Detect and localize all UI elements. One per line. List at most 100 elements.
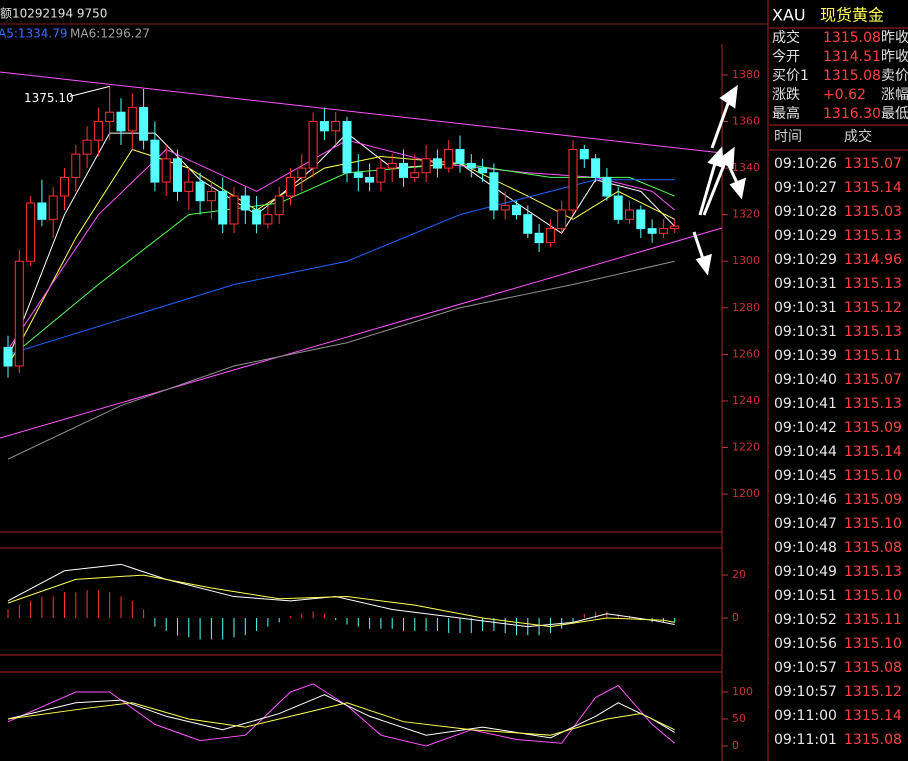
macd-line	[7, 574, 675, 628]
tick-price: 1315.14	[844, 444, 902, 460]
tick-time: 09:10:39	[774, 348, 837, 364]
tick-price: 1315.10	[844, 468, 902, 484]
candle-body	[161, 158, 171, 183]
candle-body	[557, 209, 567, 230]
kdj-line	[7, 702, 675, 736]
candle-body	[184, 181, 194, 192]
tick-time: 09:10:47	[774, 516, 837, 532]
trendline	[0, 71, 723, 154]
candle-body	[127, 107, 137, 132]
tick-price: 1315.09	[844, 420, 902, 436]
quote-extra: 昨收	[881, 30, 908, 46]
candle-body	[342, 121, 352, 174]
candle-body	[534, 232, 544, 244]
y-tick-label: 50	[732, 712, 746, 725]
tick-price: 1315.12	[844, 684, 902, 700]
y-tick-label: 100	[732, 685, 753, 698]
quote-value: 1315.08	[823, 30, 881, 46]
candle-body	[26, 202, 36, 262]
y-tick-label: 1260	[732, 347, 760, 360]
tick-time: 09:10:48	[774, 540, 837, 556]
quote-extra: 最低	[881, 106, 908, 122]
candle-body	[218, 190, 228, 225]
y-tick-label: 1240	[732, 394, 760, 407]
quote-label: 最高	[772, 105, 800, 122]
quote-extra: 涨幅	[881, 87, 908, 103]
tick-price: 1315.08	[844, 540, 902, 556]
quote-value: 1314.51	[823, 49, 881, 65]
tick-time: 09:10:57	[774, 684, 837, 700]
candle-body	[274, 195, 284, 216]
candle-body	[579, 148, 589, 160]
tick-time: 09:11:00	[774, 708, 837, 724]
tick-time: 09:10:57	[774, 660, 837, 676]
tick-price: 1314.96	[844, 252, 902, 268]
candle-body	[105, 111, 115, 123]
tick-price: 1315.11	[844, 612, 902, 628]
tick-price: 1315.07	[844, 156, 902, 172]
candle-body	[331, 121, 341, 132]
candle-body	[252, 209, 262, 225]
tick-price: 1315.12	[844, 300, 902, 316]
candle-body	[432, 158, 442, 169]
candle-body	[591, 158, 601, 178]
candle-body	[613, 195, 623, 220]
tick-price: 1315.10	[844, 636, 902, 652]
candle-body	[602, 176, 612, 197]
y-tick-label: 1220	[732, 440, 760, 453]
tick-time: 09:10:31	[774, 300, 837, 316]
quote-label: 成交	[772, 29, 800, 46]
candle-body	[365, 176, 375, 183]
kdj-line	[7, 694, 675, 739]
quote-value: +0.62	[823, 87, 866, 103]
tick-time: 09:10:28	[774, 204, 837, 220]
tick-price: 1315.13	[844, 324, 902, 340]
tick-price: 1315.10	[844, 588, 902, 604]
tick-price: 1315.13	[844, 396, 902, 412]
moving-average	[7, 260, 675, 460]
price-chart: 1380 1360 1340 1320 1300 1280 1260 1240 1220 1200…	[3, 68, 760, 752]
candle-body	[466, 162, 476, 169]
tick-time: 09:10:41	[774, 396, 837, 412]
candle-body	[195, 181, 205, 202]
candle-body	[308, 121, 318, 169]
symbol: XAU	[772, 6, 806, 25]
candle-body	[500, 204, 510, 211]
candle-body	[286, 176, 295, 197]
tick-price: 1315.08	[844, 660, 902, 676]
candle-body	[173, 158, 182, 192]
candle-body	[93, 121, 103, 141]
candle-body	[523, 214, 533, 234]
ma5-label: A5:1334.79	[0, 27, 68, 41]
candle-body	[14, 260, 24, 367]
candle-body	[48, 195, 58, 220]
y-tick-label: 20	[732, 568, 746, 581]
tick-time: 09:10:29	[774, 228, 837, 244]
tick-price: 1315.13	[844, 564, 902, 580]
tick-time: 09:10:49	[774, 564, 837, 580]
tick-price: 1315.08	[844, 732, 902, 748]
tick-price: 1315.13	[844, 276, 902, 292]
instrument-name: 现货黄金	[820, 6, 884, 25]
tick-time: 09:10:31	[774, 324, 837, 340]
candle-body	[625, 209, 634, 220]
macd-line	[7, 563, 675, 628]
candle-body	[670, 225, 680, 230]
high-annotation: 1375.10	[24, 91, 74, 105]
ticks-header: 成交	[844, 128, 872, 145]
high-pointer	[69, 85, 110, 97]
y-tick-label: 1280	[732, 301, 760, 314]
ma6-label: MA6:1296.27	[70, 27, 150, 41]
candle-body	[455, 148, 465, 164]
volume-text: 额10292194 9750	[0, 7, 107, 21]
candle-body	[71, 153, 81, 178]
candle-body	[116, 111, 126, 132]
y-tick-label: 1360	[732, 115, 760, 128]
tick-time: 09:10:27	[774, 180, 837, 196]
quote-label: 今开	[772, 49, 800, 65]
tick-price: 1315.07	[844, 372, 902, 388]
tick-time: 09:10:56	[774, 636, 837, 652]
quote-value: 1316.30	[823, 106, 881, 122]
